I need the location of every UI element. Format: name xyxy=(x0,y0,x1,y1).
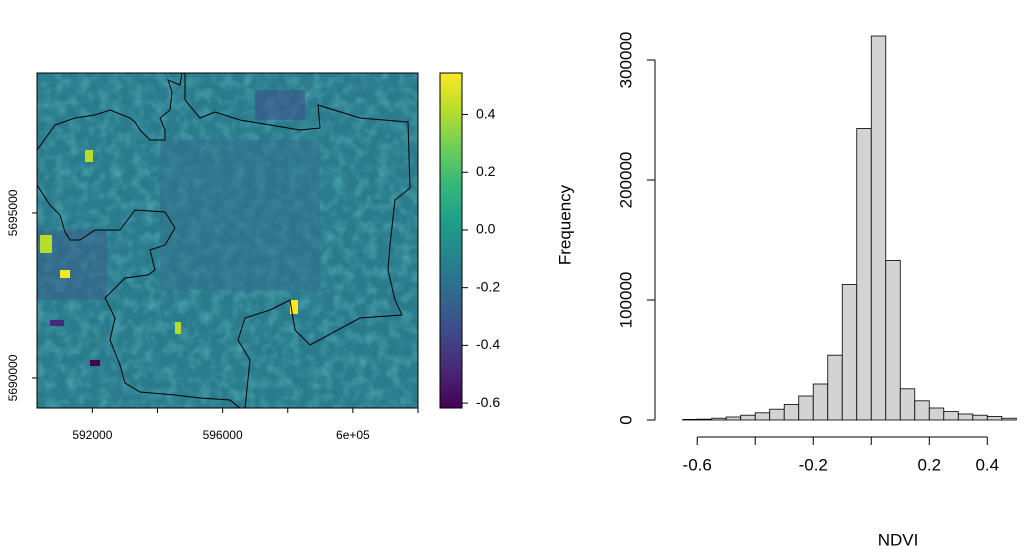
bar xyxy=(885,259,901,421)
bar xyxy=(1001,417,1017,421)
y-tick-label: 100000 xyxy=(616,272,635,329)
bar xyxy=(783,403,800,421)
bar xyxy=(841,283,858,421)
bar xyxy=(798,395,814,421)
y-tick-label: 5695000 xyxy=(6,189,20,236)
x-tick-label: 6e+05 xyxy=(336,428,370,442)
colorbar-tick-label: -0.4 xyxy=(476,336,500,352)
colorbar-tick-label: 0.2 xyxy=(476,163,496,179)
x-tick-label: 592000 xyxy=(72,428,112,442)
bar xyxy=(899,388,916,421)
x-tick-label: 0.2 xyxy=(917,455,941,474)
colorbar xyxy=(439,72,463,409)
colorbar-tick-label: 0.4 xyxy=(476,105,496,121)
bar xyxy=(812,383,829,421)
bar xyxy=(827,354,843,421)
x-tick-label: 0.4 xyxy=(975,455,999,474)
y-axis-label: Frequency xyxy=(555,184,574,265)
y-tick-label: 0 xyxy=(616,415,635,424)
raster-image xyxy=(37,73,418,408)
map-frame xyxy=(36,72,419,409)
x-tick-label: -0.6 xyxy=(683,455,712,474)
colorbar-tick-label: -0.2 xyxy=(476,278,500,294)
bar xyxy=(957,413,974,421)
colorbar-tick-label: 0.0 xyxy=(476,221,496,237)
bar xyxy=(870,35,887,421)
colorbar-tick-label: -0.6 xyxy=(476,394,500,410)
bar xyxy=(696,418,713,421)
bar xyxy=(943,411,959,421)
bar xyxy=(754,412,771,421)
y-tick-label: 5690000 xyxy=(6,354,20,401)
bar xyxy=(682,418,698,421)
bar xyxy=(769,408,785,421)
bar xyxy=(928,407,945,421)
bar xyxy=(914,400,930,421)
bar xyxy=(711,417,727,421)
x-axis-label: NDVI xyxy=(878,530,919,549)
bar xyxy=(856,127,872,421)
bar xyxy=(986,415,1003,421)
bar xyxy=(725,416,742,421)
bar xyxy=(740,414,756,421)
y-tick-label: 300000 xyxy=(616,32,635,89)
x-tick-label: 596000 xyxy=(203,428,243,442)
x-tick-label: -0.2 xyxy=(799,455,828,474)
bar xyxy=(972,414,988,421)
y-tick-label: 200000 xyxy=(616,152,635,209)
